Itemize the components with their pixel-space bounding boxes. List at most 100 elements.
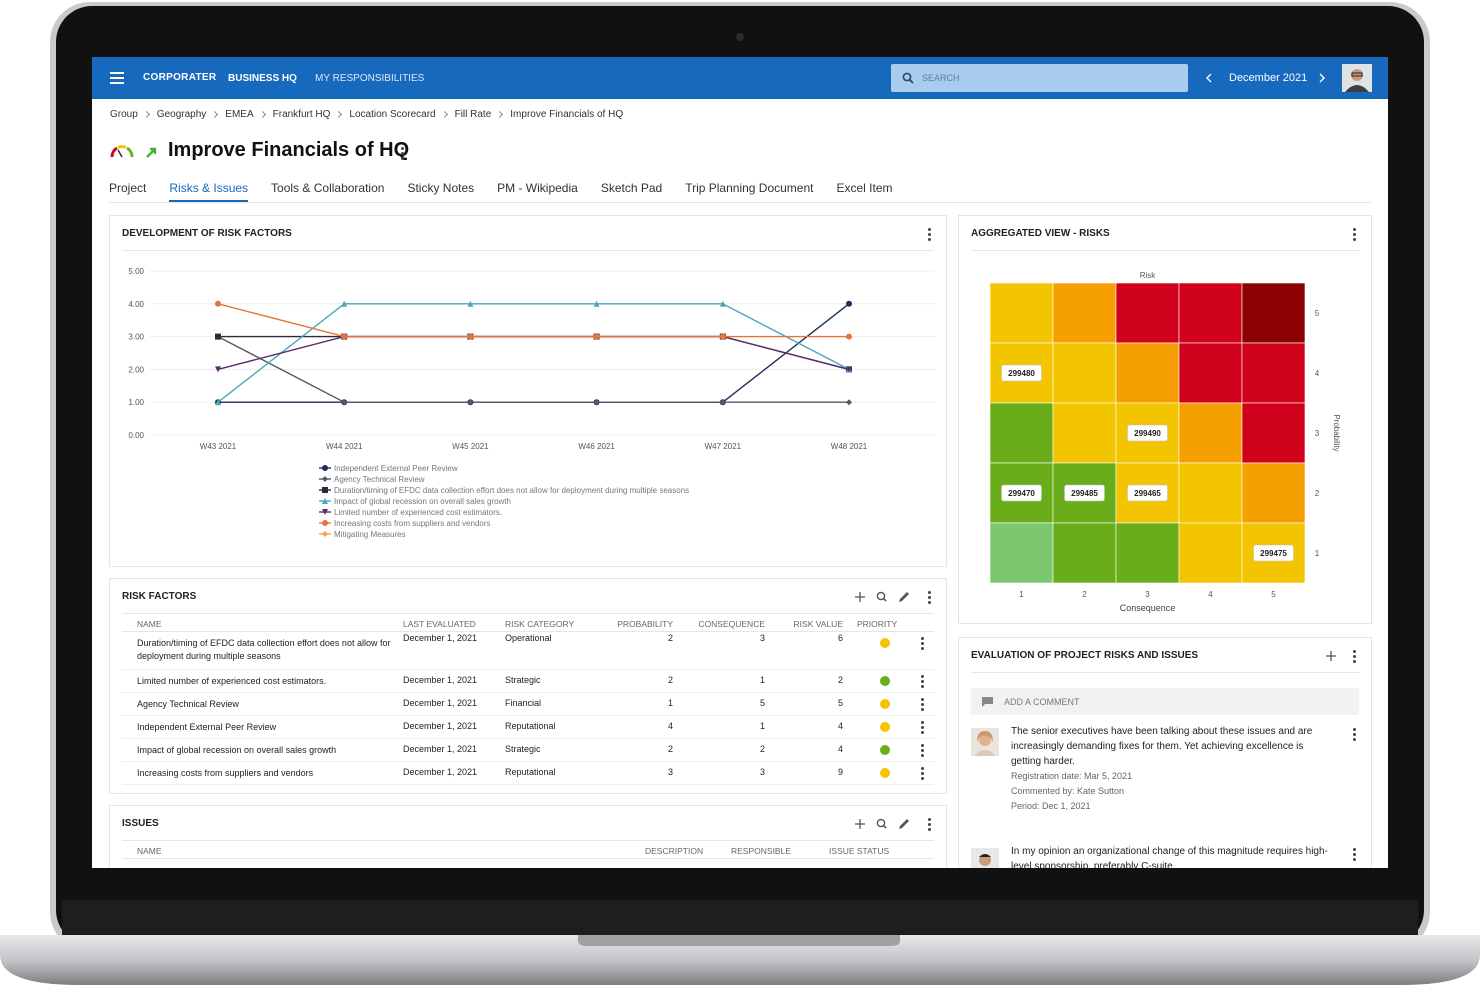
comment-input[interactable]: ADD A COMMENT: [971, 688, 1359, 715]
row-menu[interactable]: [921, 766, 924, 782]
row-menu[interactable]: [921, 720, 924, 736]
row-menu[interactable]: [921, 637, 924, 652]
table-cell: Strategic: [505, 743, 541, 754]
priority-dot: [880, 638, 890, 648]
column-header: LAST EVALUATED: [403, 619, 476, 629]
page-title: Improve Financials of HQ: [168, 139, 410, 161]
table-cell: 3: [759, 766, 765, 777]
breadcrumb[interactable]: Group: [110, 109, 138, 120]
column-header: DESCRIPTION: [645, 846, 704, 856]
tab[interactable]: Risks & Issues: [169, 181, 249, 202]
search-placeholder: SEARCH: [922, 73, 960, 83]
top-bar: CORPORATER BUSINESS HQ MY RESPONSIBILITI…: [92, 57, 1388, 99]
panel-menu[interactable]: [1353, 228, 1356, 243]
column-header: PROBABILITY: [617, 619, 673, 629]
row-menu[interactable]: [921, 697, 924, 713]
panel-menu[interactable]: [928, 818, 931, 833]
table-cell: 1: [759, 720, 765, 731]
comment-menu[interactable]: [1353, 728, 1356, 743]
status-icons: [110, 145, 157, 158]
breadcrumb[interactable]: Geography: [156, 109, 207, 120]
row-divider: [122, 692, 934, 693]
divider: [122, 613, 934, 614]
breadcrumb-separator: [496, 110, 504, 119]
comment-meta: Registration date: Mar 5, 2021: [1011, 771, 1133, 781]
breadcrumb-separator: [142, 110, 150, 119]
panel-menu[interactable]: [928, 591, 931, 606]
table-cell: Increasing costs from suppliers and vend…: [137, 768, 314, 778]
breadcrumb[interactable]: Improve Financials of HQ: [510, 109, 624, 120]
table-cell: 3: [667, 766, 673, 777]
breadcrumb[interactable]: Frankfurt HQ: [272, 109, 331, 120]
breadcrumb-separator: [335, 110, 343, 119]
column-header: NAME: [137, 619, 162, 629]
breadcrumb-separator: [440, 110, 448, 119]
breadcrumbs: Group Geography EMEA Frankfurt HQ Location S…: [110, 104, 623, 122]
panel-menu[interactable]: [1353, 650, 1356, 665]
panel-menu[interactable]: [928, 228, 931, 243]
column-header: CONSEQUENCE: [698, 619, 765, 629]
evaluation-panel: EVALUATION OF PROJECT RISKS AND ISSUES A…: [958, 637, 1372, 868]
next-period[interactable]: [1318, 73, 1326, 83]
panel-actions[interactable]: [854, 591, 934, 603]
tab[interactable]: Project: [109, 181, 147, 195]
comment-menu[interactable]: [1353, 848, 1356, 863]
panel-actions[interactable]: [854, 818, 934, 830]
tab[interactable]: Sketch Pad: [600, 181, 663, 195]
tab[interactable]: Trip Planning Document: [685, 181, 814, 195]
panel-title: ISSUES: [122, 818, 159, 829]
breadcrumb-separator: [258, 110, 266, 119]
table-cell: 1: [759, 674, 765, 685]
column-header: PRIORITY: [857, 619, 898, 629]
panel-title: DEVELOPMENT OF RISK FACTORS: [122, 228, 292, 239]
row-divider: [122, 715, 934, 716]
nav-item[interactable]: BUSINESS HQ: [228, 73, 297, 84]
table-cell: December 1, 2021: [403, 766, 478, 777]
comment-meta: Period: Dec 1, 2021: [1011, 801, 1091, 811]
issues-panel: ISSUES NAME DESCRIPTION RESPONSIBLE ISSUE S…: [109, 805, 947, 868]
table-cell: 4: [667, 720, 673, 731]
tab[interactable]: Sticky Notes: [407, 181, 475, 195]
bezel-bottom: [62, 900, 1418, 936]
prev-period[interactable]: [1205, 73, 1213, 83]
search-box[interactable]: SEARCH: [891, 64, 1188, 92]
breadcrumb[interactable]: Location Scorecard: [349, 109, 436, 120]
nav-item[interactable]: MY RESPONSIBILITIES: [315, 73, 425, 84]
row-divider: [122, 784, 934, 785]
table-cell: 4: [837, 720, 843, 731]
row-menu[interactable]: [921, 674, 924, 690]
row-divider: [122, 669, 934, 670]
heatmap-panel: AGGREGATED VIEW - RISKS: [958, 215, 1372, 624]
user-avatar[interactable]: [1342, 64, 1372, 92]
tab[interactable]: Excel Item: [836, 181, 893, 195]
table-cell: December 1, 2021: [403, 632, 478, 643]
add-button[interactable]: [1325, 650, 1337, 662]
row-menu[interactable]: [921, 743, 924, 759]
table-cell: Operational: [505, 632, 552, 643]
priority-dot: [880, 698, 890, 709]
table-cell: December 1, 2021: [403, 674, 478, 685]
priority-dot: [880, 675, 890, 686]
breadcrumb[interactable]: EMEA: [225, 109, 254, 120]
table-cell: December 1, 2021: [403, 720, 478, 731]
commenter-avatar: [971, 848, 999, 868]
menu-icon[interactable]: [110, 72, 124, 84]
table-cell: 3: [759, 632, 765, 643]
divider: [971, 672, 1359, 673]
column-header: ISSUE STATUS: [829, 846, 890, 856]
priority-dot: [880, 721, 890, 732]
comment-meta: Commented by: Kate Sutton: [1011, 786, 1125, 796]
camera: [736, 33, 744, 41]
commenter-avatar: [971, 728, 999, 756]
title-menu[interactable]: [401, 147, 404, 162]
table-cell: Impact of global recession on overall sa…: [137, 745, 337, 755]
table-cell: Reputational: [505, 720, 556, 731]
panel-title: RISK FACTORS: [122, 591, 197, 602]
breadcrumb[interactable]: Fill Rate: [454, 109, 492, 120]
brand[interactable]: CORPORATER: [143, 72, 217, 83]
tab[interactable]: Tools & Collaboration: [271, 181, 385, 195]
divider: [971, 250, 1359, 251]
comment-text: The senior executives have been talking …: [1011, 726, 1313, 767]
table-cell: 1: [667, 697, 673, 708]
tab[interactable]: PM - Wikipedia: [497, 181, 578, 195]
